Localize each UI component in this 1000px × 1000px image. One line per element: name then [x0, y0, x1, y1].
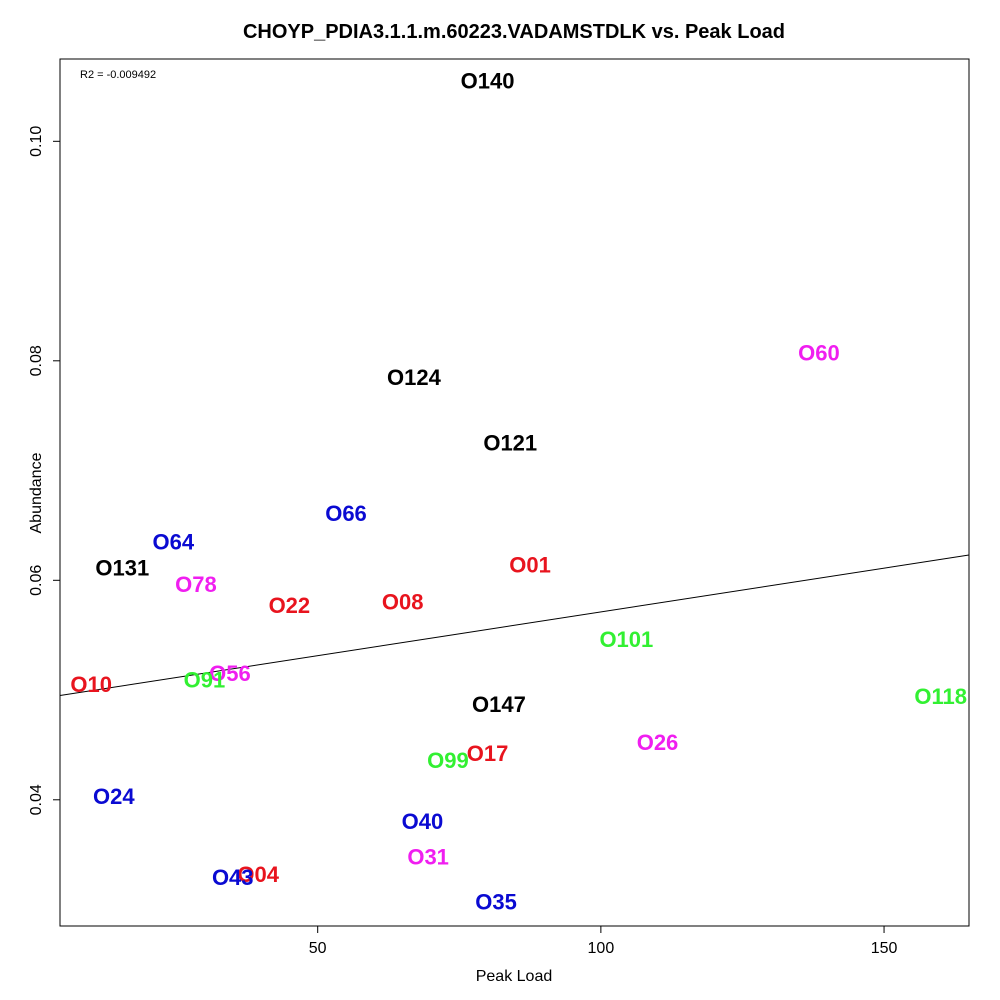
- x-tick-label: 100: [588, 940, 615, 957]
- y-tick-label: 0.04: [28, 784, 45, 815]
- point-label-o40: O40: [402, 809, 444, 834]
- point-label-o22: O22: [269, 593, 311, 618]
- point-label-o91: O91: [184, 668, 226, 693]
- x-axis: 50 100 150: [309, 925, 898, 957]
- point-label-o66: O66: [325, 501, 367, 526]
- point-label-o31: O31: [407, 844, 449, 869]
- point-label-o24: O24: [93, 784, 135, 809]
- point-label-o140: O140: [461, 68, 515, 93]
- point-label-o26: O26: [637, 730, 679, 755]
- point-label-o01: O01: [509, 552, 551, 577]
- y-axis-label: Abundance: [28, 452, 45, 533]
- point-label-o78: O78: [175, 572, 217, 597]
- point-label-o64: O64: [152, 529, 194, 554]
- regression-line: [59, 554, 970, 697]
- point-label-o17: O17: [467, 741, 509, 766]
- x-axis-label: Peak Load: [476, 968, 553, 985]
- x-tick-label: 150: [871, 940, 898, 957]
- chart-title: CHOYP_PDIA3.1.1.m.60223.VADAMSTDLK vs. P…: [243, 21, 785, 43]
- y-tick-label: 0.06: [28, 565, 45, 596]
- point-label-o121: O121: [483, 431, 537, 456]
- point-label-o99: O99: [427, 748, 469, 773]
- point-label-o08: O08: [382, 590, 424, 615]
- point-label-o101: O101: [599, 627, 653, 652]
- point-label-o147: O147: [472, 692, 526, 717]
- point-label-o10: O10: [70, 672, 112, 697]
- y-axis: 0.04 0.06 0.08 0.10: [28, 126, 61, 815]
- point-label-o56: O56: [209, 661, 251, 686]
- point-label-o118: O118: [914, 684, 967, 709]
- point-label-o43: O43: [212, 865, 254, 890]
- point-label-o04: O04: [237, 862, 279, 887]
- point-label-o60: O60: [798, 341, 840, 366]
- r2-annotation: R2 = -0.009492: [80, 69, 156, 81]
- y-tick-label: 0.08: [28, 345, 45, 376]
- point-label-o124: O124: [387, 365, 442, 390]
- y-tick-label: 0.10: [28, 126, 45, 157]
- point-label-o35: O35: [475, 889, 517, 914]
- x-tick-label: 50: [309, 940, 327, 957]
- point-label-o131: O131: [95, 556, 149, 581]
- plot-frame: [59, 58, 970, 927]
